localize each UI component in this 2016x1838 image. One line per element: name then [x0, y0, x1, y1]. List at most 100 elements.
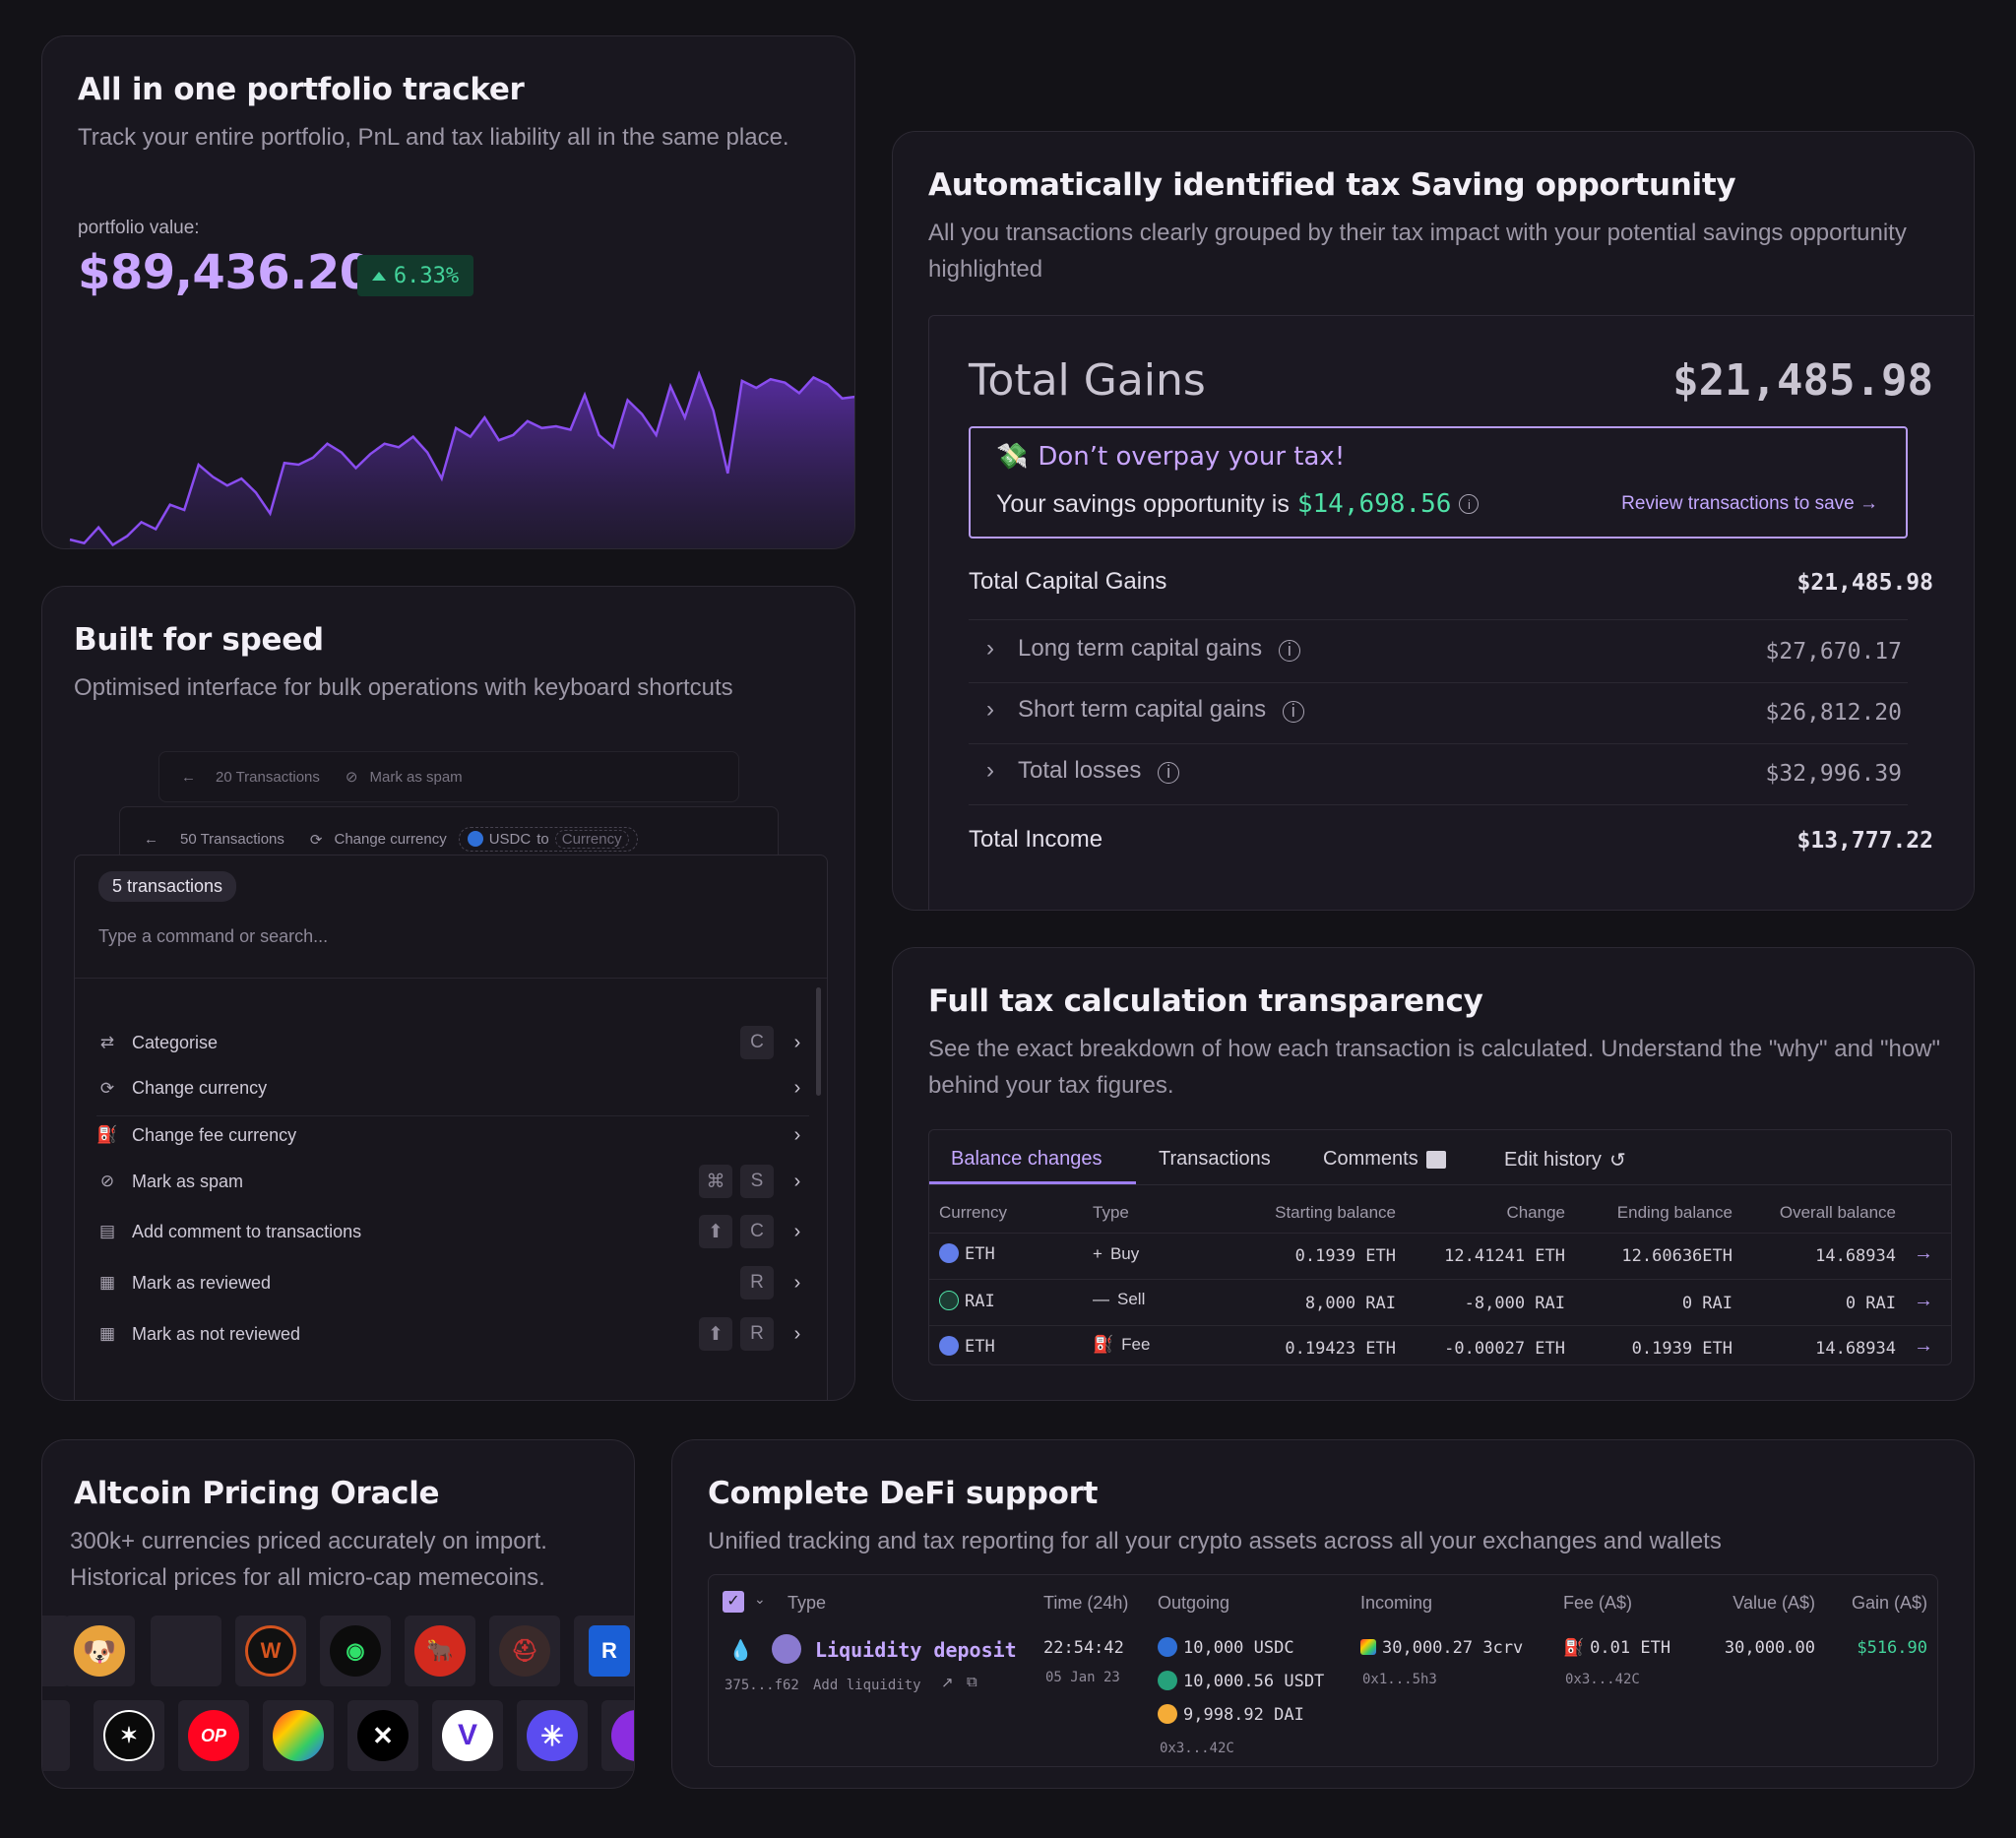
tax-saving-title: Automatically identified tax Saving oppo…	[928, 167, 1736, 203]
command-label: Mark as spam	[132, 1171, 244, 1191]
change-badge: 6.33%	[357, 255, 473, 296]
bull-coin-icon: 🐂	[414, 1625, 466, 1677]
col-ending-balance: Ending balance	[1616, 1203, 1732, 1222]
info-icon[interactable]: i	[1282, 700, 1304, 723]
command-label: Add comment to transactions	[132, 1221, 362, 1241]
command-label: Categorise	[132, 1032, 219, 1052]
callout-title: 💸 Don’t overpay your tax!	[996, 442, 1345, 472]
overall-balance-cell: 14.68934	[1815, 1246, 1896, 1266]
portfolio-subtitle: Track your entire portfolio, PnL and tax…	[78, 124, 789, 151]
select-all-checkbox[interactable]: ✓	[723, 1591, 744, 1613]
tab-label: Comments	[1323, 1148, 1418, 1170]
divider	[969, 804, 1908, 805]
arrow-right-icon[interactable]: →	[1914, 1290, 1933, 1311]
starting-balance-cell: 0.1939 ETH	[1294, 1246, 1396, 1266]
command-categorise[interactable]: ⇄ Categorise C ›	[96, 1015, 809, 1070]
chevron-right-icon: ›	[793, 1031, 801, 1053]
eth-icon	[939, 1243, 959, 1263]
coin-tile	[42, 1700, 70, 1771]
external-link-icon[interactable]: ↗	[941, 1675, 954, 1691]
gain-row-total-losses[interactable]: › Total losses i	[986, 757, 1180, 785]
active-tab-indicator	[929, 1181, 1136, 1184]
dai-icon	[1158, 1704, 1177, 1724]
chevron-right-icon: ›	[986, 696, 994, 723]
arrow-right-icon[interactable]: →	[1914, 1335, 1933, 1357]
ending-balance-cell: 0 RAI	[1681, 1294, 1732, 1313]
outgoing-item: 10,000 USDC	[1158, 1637, 1294, 1658]
arrow-right-icon[interactable]: →	[1914, 1242, 1933, 1264]
scrollbar[interactable]	[816, 987, 821, 1096]
gain-row-long-term[interactable]: › Long term capital gains i	[986, 635, 1300, 663]
col-time: Time (24h)	[1043, 1593, 1129, 1613]
arrow-right-icon: →	[1859, 493, 1878, 514]
command-mark-as-spam[interactable]: ⊘ Mark as spam ⌘ S ›	[96, 1154, 809, 1209]
coin-tile	[601, 1700, 634, 1771]
tax-saving-subtitle: All you transactions clearly grouped by …	[928, 220, 1907, 283]
fee-address: 0x3...42C	[1565, 1672, 1640, 1687]
type-cell: ⛽ Fee	[1093, 1335, 1150, 1355]
change-cell: -8,000 RAI	[1464, 1294, 1565, 1313]
tab-balance-changes[interactable]: Balance changes	[951, 1148, 1102, 1171]
command-mark-as-not-reviewed[interactable]: ▦ Mark as not reviewed ⬆ R ›	[96, 1306, 809, 1362]
info-icon[interactable]: i	[1158, 761, 1180, 784]
command-change-fee-currency[interactable]: ⛽ Change fee currency ›	[96, 1108, 809, 1163]
gain-row-value: $26,812.20	[1765, 700, 1902, 726]
info-icon[interactable]: i	[1278, 639, 1300, 662]
fuel-icon: ⛽	[1563, 1638, 1585, 1658]
defi-title: Complete DeFi support	[708, 1476, 1099, 1511]
coin-tile	[263, 1700, 334, 1771]
selection-count: 5 transactions	[98, 871, 237, 902]
optimism-coin-icon: OP	[188, 1710, 239, 1761]
col-incoming: Incoming	[1360, 1593, 1433, 1613]
col-overall-balance: Overall balance	[1779, 1203, 1896, 1222]
shiba-coin-icon: 🐶	[74, 1625, 125, 1677]
type-label: Buy	[1109, 1244, 1140, 1263]
chevron-down-icon[interactable]: ⌄	[754, 1591, 766, 1607]
back-arrow-icon[interactable]: ←	[181, 768, 196, 786]
defi-table: ✓ ⌄ Type Time (24h) Outgoing Incoming Fe…	[708, 1574, 1938, 1767]
gain-row-short-term[interactable]: › Short term capital gains i	[986, 696, 1304, 724]
shortcut-key: ⬆	[699, 1215, 732, 1248]
type-label: Sell	[1117, 1290, 1146, 1308]
tab-transactions[interactable]: Transactions	[1159, 1148, 1271, 1171]
coin-tile: V	[432, 1700, 503, 1771]
divider	[929, 1233, 1951, 1234]
command-add-comment[interactable]: ▤ Add comment to transactions ⬆ C ›	[96, 1204, 809, 1259]
tab-edit-history[interactable]: Edit history ↺	[1504, 1148, 1626, 1173]
copy-icon[interactable]: ⧉	[967, 1674, 977, 1690]
gains-panel: Total Gains $21,485.98 💸 Don’t overpay yo…	[928, 315, 1974, 910]
starting-balance-cell: 8,000 RAI	[1304, 1294, 1396, 1313]
divider	[969, 619, 1908, 620]
tx-type[interactable]: Liquidity deposit	[815, 1638, 1017, 1662]
coin-tile	[151, 1616, 221, 1686]
arrow-up-icon	[371, 271, 386, 281]
type-label: Fee	[1121, 1335, 1151, 1354]
currency-cell: RAI	[939, 1291, 995, 1311]
transparency-subtitle: See the exact breakdown of how each tran…	[928, 1036, 1941, 1099]
incoming-address: 0x1...5h3	[1362, 1672, 1437, 1687]
col-gain: Gain (A$)	[1851, 1593, 1927, 1613]
ending-balance-cell: 0.1939 ETH	[1631, 1339, 1732, 1359]
info-icon[interactable]: i	[1459, 494, 1480, 514]
review-transactions-link[interactable]: Review transactions to save →	[1621, 493, 1878, 515]
type-cell: + Buy	[1093, 1244, 1139, 1264]
fuel-icon: ⛽	[96, 1125, 118, 1144]
command-search-input[interactable]: Type a command or search...	[98, 926, 329, 946]
tab-comments[interactable]: Comments	[1323, 1148, 1446, 1171]
v-coin-icon: V	[442, 1710, 493, 1761]
outgoing-item: 9,998.92 DAI	[1158, 1704, 1304, 1725]
back-arrow-icon[interactable]: ←	[144, 831, 158, 848]
command-label: Mark as not reviewed	[132, 1323, 301, 1344]
swap-icon: ⇄	[99, 1033, 115, 1051]
tx-value: 30,000.00	[1724, 1638, 1815, 1658]
change-cell: -0.00027 ETH	[1444, 1339, 1565, 1359]
command-mark-as-reviewed[interactable]: ▦ Mark as reviewed R ›	[96, 1255, 809, 1310]
chevron-right-icon: ›	[793, 1123, 801, 1146]
spam-icon: ⊘	[345, 769, 358, 786]
currency-chip[interactable]: USDC to Currency	[458, 827, 638, 852]
shortcut-key: S	[740, 1165, 774, 1198]
command-change-currency[interactable]: ⟳ Change currency ›	[96, 1061, 809, 1116]
3crv-icon	[1360, 1639, 1376, 1655]
helmet-coin-icon: ⛑	[499, 1625, 550, 1677]
coin-tile: 🐂	[405, 1616, 475, 1686]
